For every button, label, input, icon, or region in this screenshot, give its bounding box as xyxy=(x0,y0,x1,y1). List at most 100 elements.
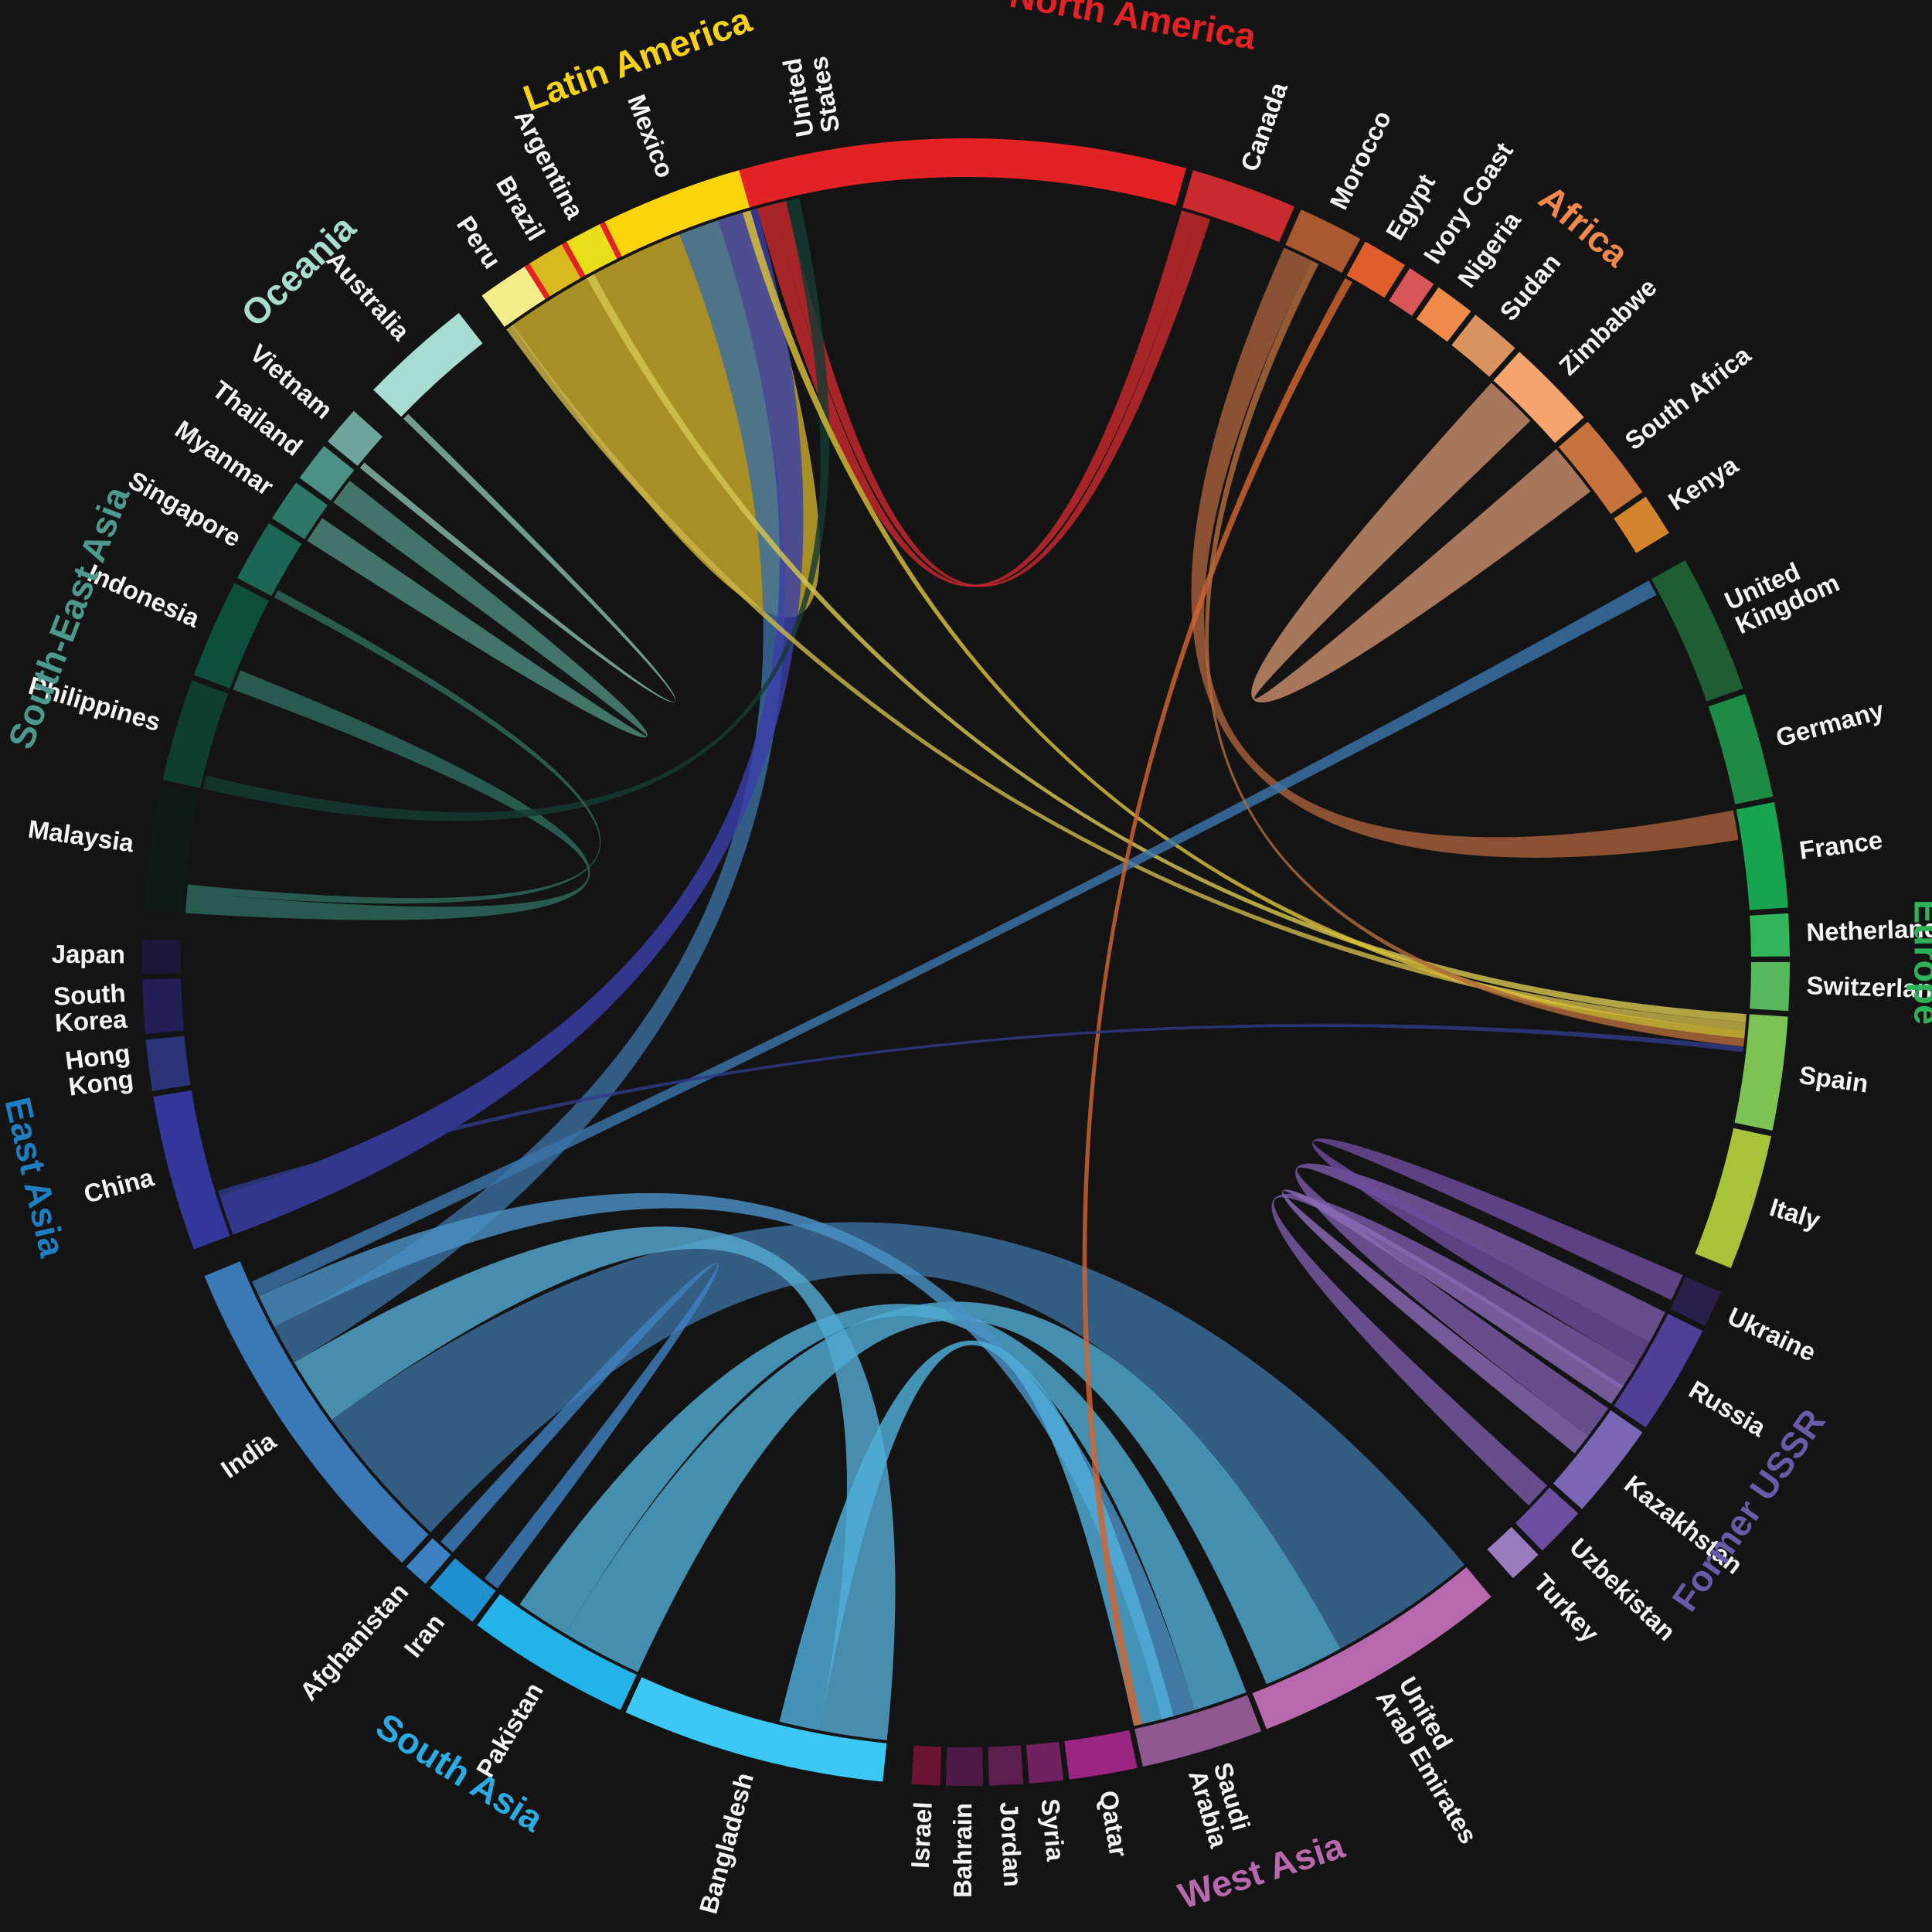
label-bahrain: Bahrain xyxy=(948,1803,977,1898)
label-italy: Italy xyxy=(1767,1192,1825,1235)
label-line: Japan xyxy=(52,939,126,968)
flow-india-to-united-arab-emirates xyxy=(332,1222,1465,1649)
label-line: Kenya xyxy=(1663,450,1743,515)
arc-united-kingdom xyxy=(1651,560,1743,702)
arc-syria xyxy=(1026,1741,1064,1784)
arc-australia xyxy=(373,312,483,417)
label-line: Canada xyxy=(1235,78,1293,175)
label-saudi-arabia: SaudiArabia xyxy=(1183,1759,1259,1851)
region-east-asia: East Asia xyxy=(0,1094,73,1261)
arc-myanmar xyxy=(271,482,328,539)
arc-italy xyxy=(1695,1128,1771,1268)
label-brazil: Brazil xyxy=(491,171,551,245)
label-russia: Russia xyxy=(1684,1375,1771,1442)
arc-indonesia xyxy=(193,583,269,689)
arc-south-korea xyxy=(142,978,184,1034)
arc-canada xyxy=(1182,170,1295,243)
region-europe: Europe xyxy=(1907,900,1932,1025)
label-line: Zimbabwe xyxy=(1553,273,1662,381)
label-canada: Canada xyxy=(1235,78,1293,175)
arc-kazakhstan xyxy=(1553,1410,1643,1509)
label-germany: Germany xyxy=(1773,695,1887,752)
arc-jordan xyxy=(988,1745,1024,1786)
arc-uzbekistan xyxy=(1515,1487,1579,1551)
region-west-asia: West Asia xyxy=(1173,1825,1349,1917)
arc-south-africa xyxy=(1558,421,1643,515)
arc-vietnam xyxy=(327,410,383,466)
label-afghanistan: Afghanistan xyxy=(294,1577,413,1706)
arc-peru xyxy=(481,266,546,328)
flow-bangladesh-to-india xyxy=(294,1226,896,1740)
flow-russia-to-kazakhstan xyxy=(1295,1163,1665,1437)
label-china: China xyxy=(81,1162,158,1208)
label-line: Ukraine xyxy=(1723,1301,1820,1367)
flow-ukraine-to-russia xyxy=(1311,1138,1683,1366)
arc-pakistan xyxy=(477,1594,637,1710)
arc-russia xyxy=(1614,1313,1703,1428)
arc-spain xyxy=(1734,1014,1788,1131)
label-france: France xyxy=(1798,825,1884,865)
flow-egypt-to-saudi-arabia xyxy=(1082,277,1352,1726)
label-malaysia: Malaysia xyxy=(26,814,136,857)
label-line: Brazil xyxy=(491,171,551,245)
arc-iran xyxy=(430,1558,496,1622)
label-mexico: Mexico xyxy=(622,90,680,182)
label-united-arab-emirates: UnitedArab Emirates xyxy=(1371,1672,1506,1849)
arc-france xyxy=(1736,801,1788,910)
label-sudan: Sudan xyxy=(1494,248,1566,326)
label-line: Italy xyxy=(1767,1192,1825,1235)
label-line: Germany xyxy=(1773,695,1887,752)
label-line: Iran xyxy=(398,1608,450,1662)
label-line: Mexico xyxy=(622,90,680,182)
label-line: Morocco xyxy=(1324,106,1396,214)
label-netherlands: Netherlands xyxy=(1806,913,1932,946)
arc-kenya xyxy=(1614,496,1669,553)
label-line: Bahrain xyxy=(948,1803,977,1898)
arc-ivory-coast xyxy=(1389,267,1434,316)
label-line: South Africa xyxy=(1619,340,1756,455)
arc-united-arab-emirates xyxy=(1252,1566,1492,1730)
label-zimbabwe: Zimbabwe xyxy=(1553,273,1662,381)
label-switzerland: Switzerland xyxy=(1806,971,1932,1003)
label-peru: Peru xyxy=(451,210,507,273)
label-iran: Iran xyxy=(398,1608,450,1662)
label-line: Switzerland xyxy=(1806,971,1932,1003)
arc-hong-kong xyxy=(145,1036,191,1091)
flow-india-to-united-states xyxy=(274,220,785,1363)
label-india: India xyxy=(216,1426,281,1484)
label-south-korea: SouthKorea xyxy=(53,978,128,1037)
label-line: Bangladesh xyxy=(693,1770,758,1917)
flow-china-to-united-states xyxy=(219,208,804,1235)
label-japan: Japan xyxy=(52,939,126,968)
label-singapore: Singapore xyxy=(124,465,246,553)
flow-indonesia-to-malaysia xyxy=(185,670,590,920)
arc-thailand xyxy=(299,446,355,501)
arc-turkey xyxy=(1487,1526,1539,1579)
label-line: Jordan xyxy=(995,1801,1027,1888)
label-qatar: Qatar xyxy=(1094,1788,1134,1859)
arc-bahrain xyxy=(945,1747,984,1786)
arc-israel xyxy=(911,1745,942,1786)
label-bangladesh: Bangladesh xyxy=(693,1770,758,1917)
flow-pakistan-to-united-arab-emirates xyxy=(565,1301,1341,1685)
label-israel: Israel xyxy=(905,1801,937,1869)
label-line: Afghanistan xyxy=(294,1577,413,1706)
flow-pakistan-to-saudi-arabia xyxy=(519,1304,1247,1710)
arc-germany xyxy=(1708,693,1774,804)
label-morocco: Morocco xyxy=(1324,106,1396,214)
arc-sudan xyxy=(1451,315,1515,377)
flow-myanmar-to-thailand xyxy=(307,480,648,738)
arc-india xyxy=(204,1261,429,1563)
flows-layer xyxy=(185,198,1747,1740)
label-line: China xyxy=(81,1162,158,1208)
arc-zimbabwe xyxy=(1493,352,1584,444)
label-line: Sudan xyxy=(1494,248,1566,326)
arc-mexico xyxy=(604,170,750,257)
flow-canada-to-united-states xyxy=(757,204,1198,587)
label-line: Korea xyxy=(54,1005,128,1037)
arc-switzerland xyxy=(1750,962,1790,1012)
arc-netherlands xyxy=(1750,913,1790,957)
flow-india-to-united-kingdom xyxy=(252,580,1657,1297)
